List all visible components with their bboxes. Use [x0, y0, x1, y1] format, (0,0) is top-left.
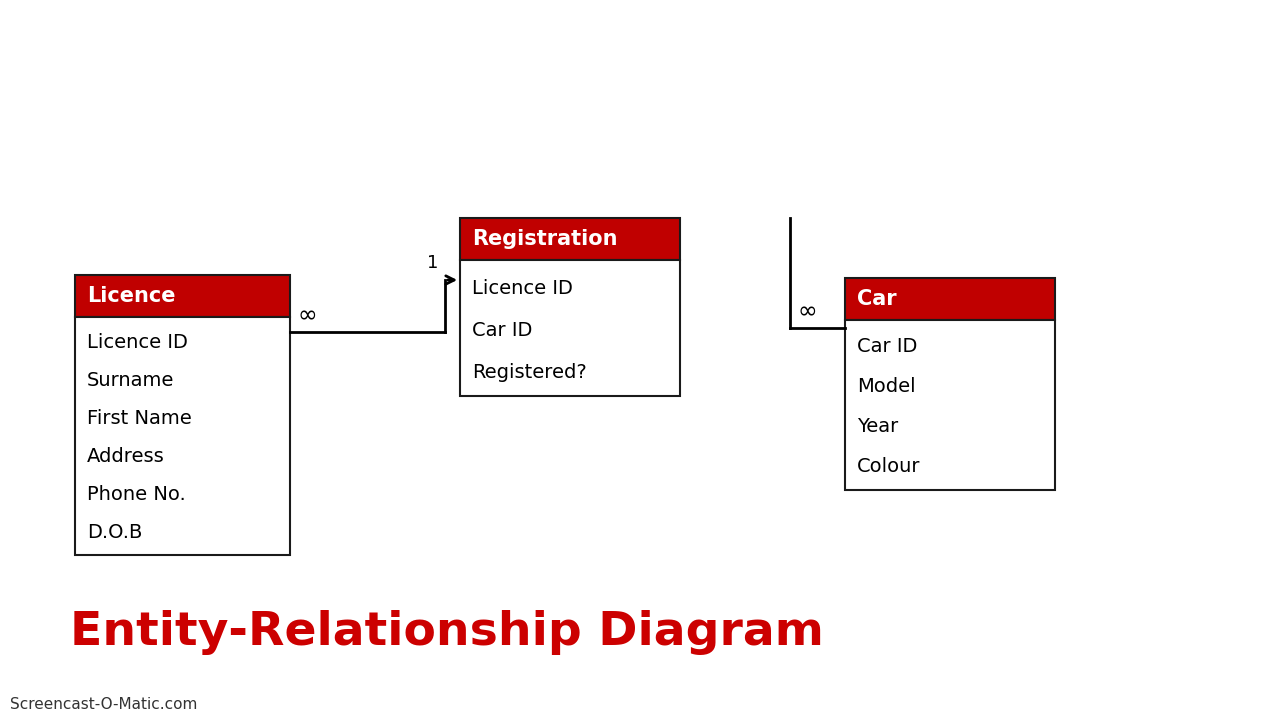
- Text: Surname: Surname: [87, 372, 174, 390]
- Text: 1: 1: [428, 254, 438, 272]
- Text: Registered?: Registered?: [472, 363, 586, 382]
- Text: Phone No.: Phone No.: [87, 485, 186, 505]
- Text: ∞: ∞: [797, 299, 818, 323]
- Bar: [845, 320, 1055, 490]
- Text: Entity-Relationship Diagram: Entity-Relationship Diagram: [70, 610, 824, 655]
- Text: Registration: Registration: [472, 229, 617, 249]
- Bar: [460, 260, 680, 396]
- Bar: [76, 317, 291, 555]
- Text: Car: Car: [858, 289, 896, 309]
- Text: Year: Year: [858, 418, 899, 436]
- Text: Colour: Colour: [858, 457, 920, 477]
- Bar: [845, 278, 1055, 320]
- Text: Car ID: Car ID: [472, 320, 532, 340]
- Text: ∞: ∞: [298, 303, 317, 327]
- Text: Screencast-O-Matic.com: Screencast-O-Matic.com: [10, 697, 197, 712]
- Text: Licence ID: Licence ID: [472, 279, 573, 297]
- Bar: [76, 275, 291, 317]
- Text: Model: Model: [858, 377, 915, 397]
- Text: D.O.B: D.O.B: [87, 523, 142, 542]
- Text: Car ID: Car ID: [858, 338, 918, 356]
- Text: Licence: Licence: [87, 286, 175, 306]
- Text: First Name: First Name: [87, 410, 192, 428]
- Text: Address: Address: [87, 447, 165, 467]
- Text: Licence ID: Licence ID: [87, 333, 188, 352]
- Bar: [460, 218, 680, 260]
